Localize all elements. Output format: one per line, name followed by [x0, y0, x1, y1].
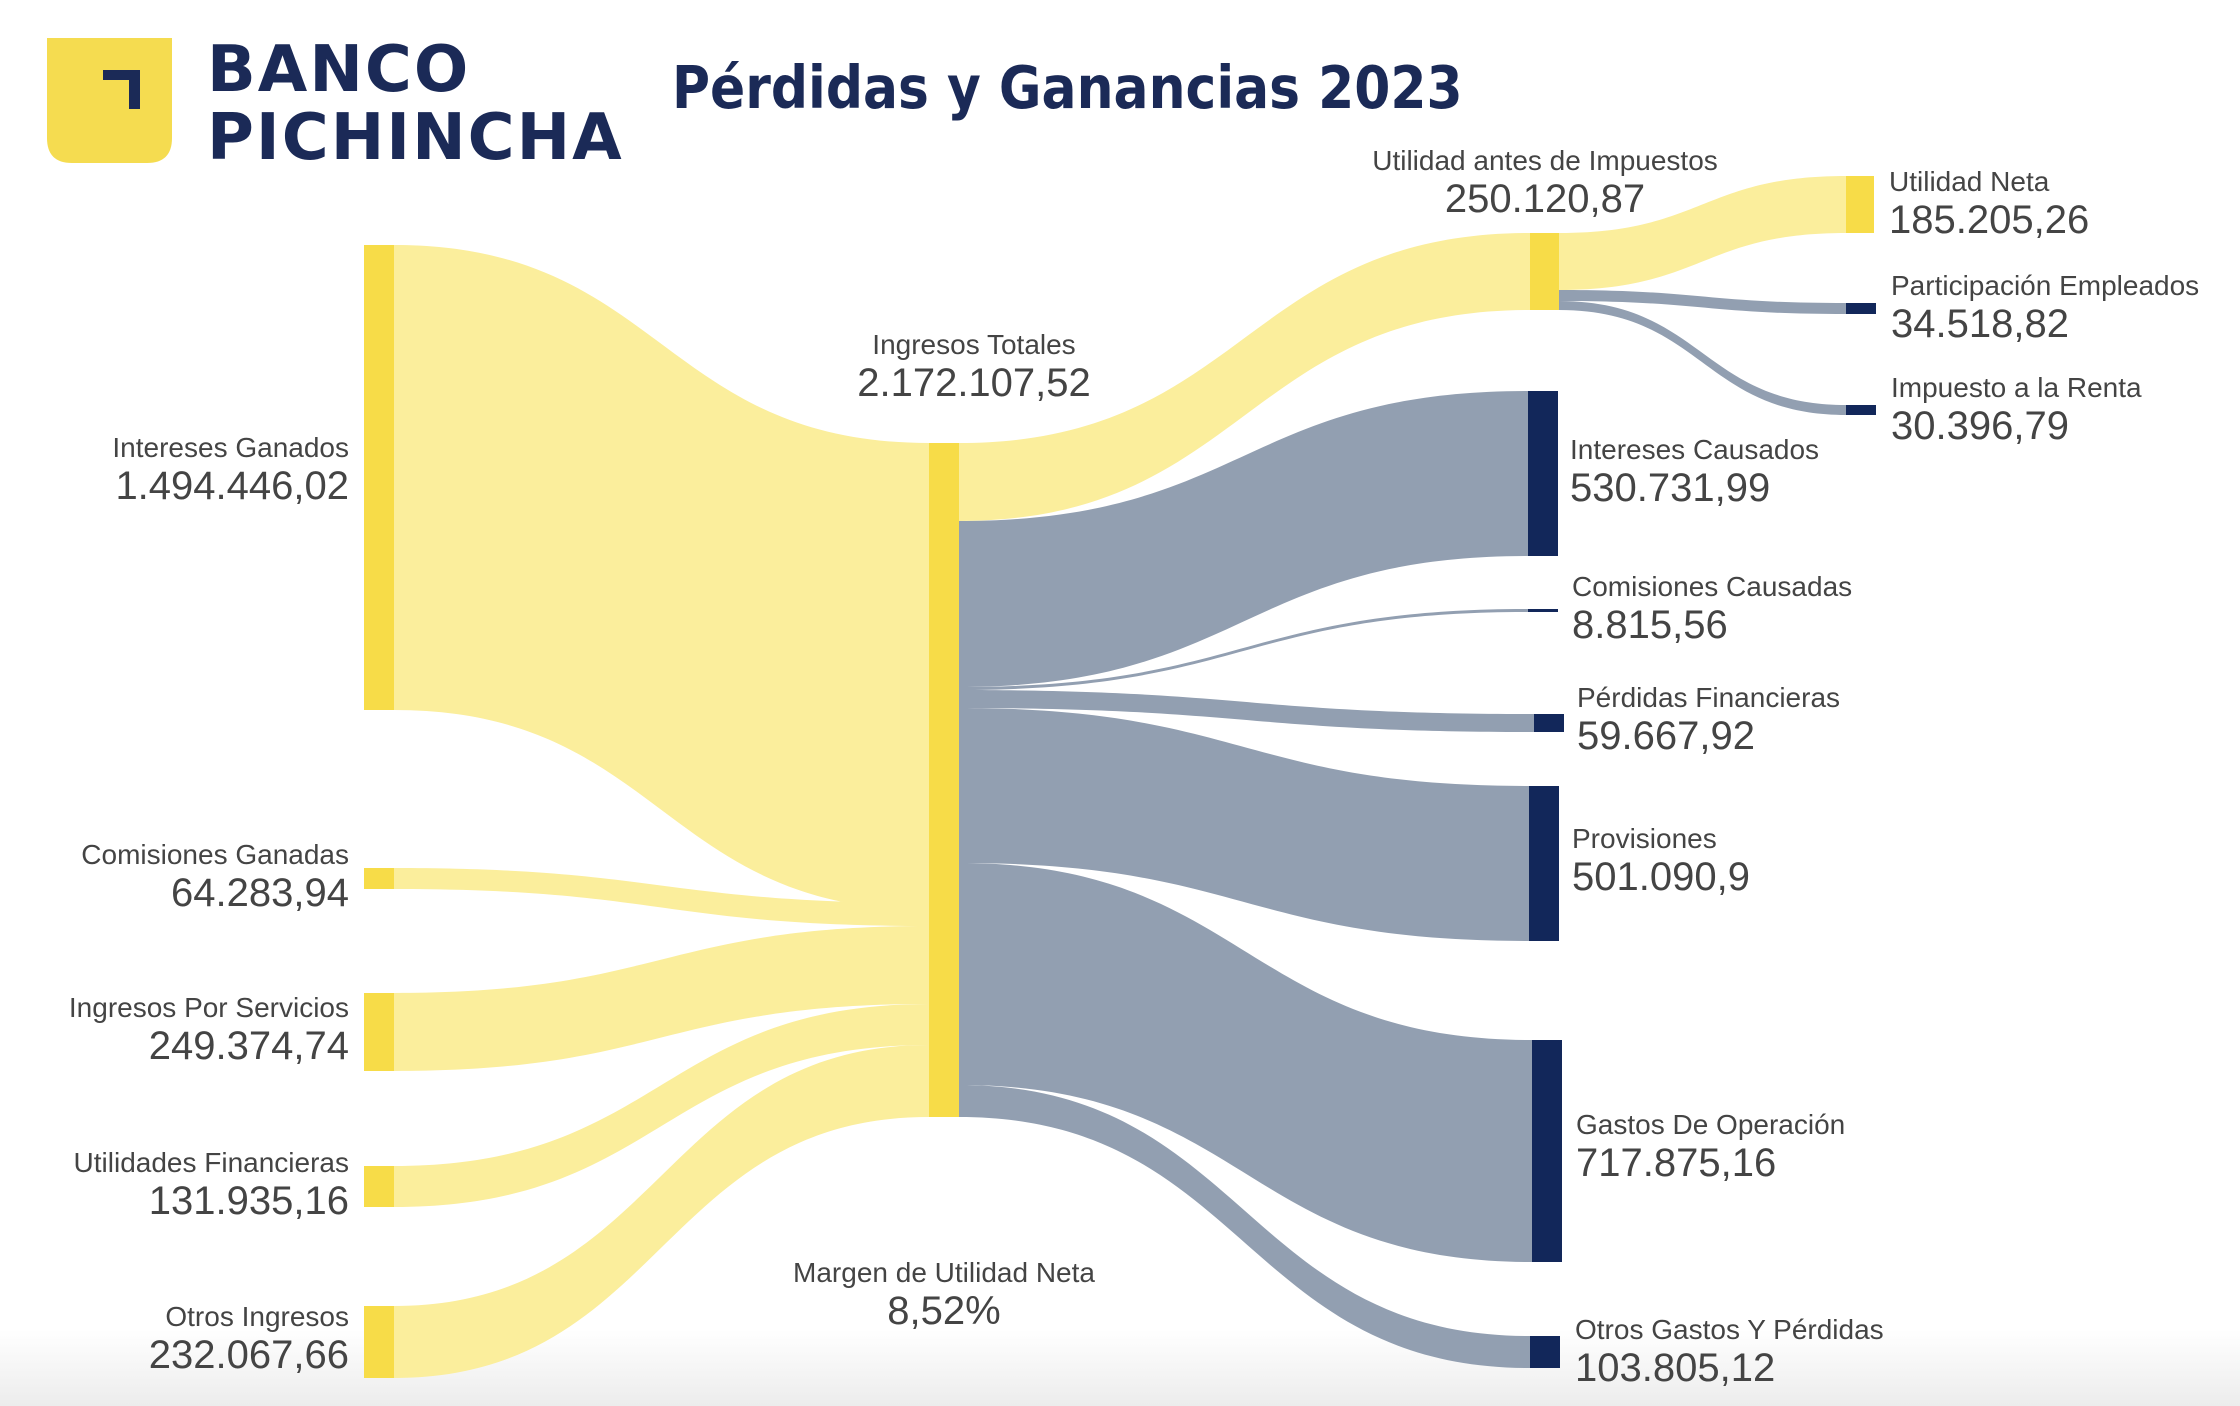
node-bar-impuesto_renta: [1846, 405, 1876, 415]
label-otros-ingresos: Otros Ingresos 232.067,66: [148, 1301, 349, 1377]
node-name: Utilidad Neta: [1889, 166, 2050, 197]
node-bar-comisiones_causadas: [1528, 609, 1558, 612]
node-name: Utilidades Financieras: [73, 1147, 349, 1178]
node-value: 103.805,12: [1575, 1345, 1776, 1390]
node-name: Impuesto a la Renta: [1891, 372, 2142, 403]
node-name: Ingresos Totales: [872, 329, 1076, 360]
label-utilidad-neta: Utilidad Neta 185.205,26: [1889, 166, 2090, 242]
node-bar-ingresos_totales: [929, 443, 959, 1117]
label-utilidad-antes-impuestos: Utilidad antes de Impuestos 250.120,87: [1372, 145, 1718, 221]
node-value: 185.205,26: [1889, 197, 2090, 242]
node-value: 59.667,92: [1577, 713, 1755, 758]
node-value: 250.120,87: [1444, 176, 1646, 221]
label-utilidades-financieras: Utilidades Financieras 131.935,16: [73, 1147, 349, 1223]
node-name: Participación Empleados: [1891, 270, 2200, 301]
flow-utilidad_antes_impuestos-to-utilidad_neta: [1559, 176, 1846, 290]
node-name: Intereses Ganados: [112, 432, 349, 463]
node-name: Pérdidas Financieras: [1577, 682, 1841, 713]
node-bar-comisiones_ganadas: [364, 868, 394, 889]
node-bar-utilidad_antes_impuestos: [1530, 233, 1559, 310]
label-comisiones-causadas: Comisiones Causadas 8.815,56: [1572, 571, 1853, 647]
label-participacion-empleados: Participación Empleados 34.518,82: [1891, 270, 2200, 346]
node-name: Gastos De Operación: [1576, 1109, 1846, 1140]
flow-ingresos_totales-to-otros_gastos: [959, 1085, 1530, 1368]
logo-mark-icon: [47, 38, 172, 163]
node-bar-ingresos_servicios: [364, 993, 394, 1071]
brand-name-line-2: PICHINCHA: [207, 101, 624, 175]
node-value: 501.090,9: [1572, 854, 1750, 899]
node-name: Comisiones Causadas: [1572, 571, 1853, 602]
node-value: 2.172.107,52: [857, 360, 1091, 405]
label-gastos-operacion: Gastos De Operación 717.875,16: [1576, 1109, 1846, 1185]
flow-ingresos_totales-to-gastos_operacion: [959, 863, 1532, 1262]
node-bar-perdidas_financieras: [1534, 714, 1564, 732]
node-bar-intereses_ganados: [364, 245, 394, 710]
node-name: Otros Gastos Y Pérdidas: [1575, 1314, 1884, 1345]
flow-utilidad_antes_impuestos-to-participacion_empleados: [1559, 290, 1846, 314]
flow-ingresos_servicios-to-ingresos_totales: [394, 926, 929, 1071]
sankey-nodes: [364, 176, 1876, 1378]
label-provisiones: Provisiones 501.090,9: [1572, 823, 1750, 899]
margin-value: 8,52%: [887, 1288, 1001, 1333]
label-intereses-ganados: Intereses Ganados 1.494.446,02: [112, 432, 349, 508]
label-impuesto-renta: Impuesto a la Renta 30.396,79: [1891, 372, 2142, 448]
label-comisiones-ganadas: Comisiones Ganadas 64.283,94: [81, 839, 349, 915]
label-perdidas-financieras: Pérdidas Financieras 59.667,92: [1577, 682, 1841, 758]
node-name: Otros Ingresos: [165, 1301, 349, 1332]
node-value: 8.815,56: [1572, 602, 1728, 647]
brand-logo: BANCO PICHINCHA: [47, 33, 647, 175]
flow-ingresos_totales-to-utilidad_antes_impuestos: [959, 233, 1530, 521]
node-name: Ingresos Por Servicios: [68, 992, 349, 1023]
label-intereses-causados: Intereses Causados 530.731,99: [1570, 434, 1820, 510]
node-name: Comisiones Ganadas: [81, 839, 349, 870]
label-ingresos-totales: Ingresos Totales 2.172.107,52: [857, 329, 1091, 405]
label-margen-utilidad-neta: Margen de Utilidad Neta 8,52%: [793, 1257, 1095, 1333]
node-bar-participacion_empleados: [1846, 303, 1876, 314]
flow-utilidades_financieras-to-ingresos_totales: [394, 1004, 929, 1207]
node-value: 249.374,74: [148, 1023, 349, 1068]
node-name: Intereses Causados: [1570, 434, 1820, 465]
node-value: 131.935,16: [148, 1178, 349, 1223]
node-bar-utilidad_neta: [1846, 176, 1874, 233]
node-name: Utilidad antes de Impuestos: [1372, 145, 1718, 176]
label-otros-gastos: Otros Gastos Y Pérdidas 103.805,12: [1575, 1314, 1884, 1390]
node-name: Provisiones: [1572, 823, 1717, 854]
flow-otros_ingresos-to-ingresos_totales: [394, 1045, 929, 1378]
node-value: 30.396,79: [1891, 403, 2069, 448]
node-value: 1.494.446,02: [115, 463, 349, 508]
node-bar-utilidades_financieras: [364, 1166, 394, 1207]
node-bar-provisiones: [1529, 786, 1559, 941]
flow-comisiones_ganadas-to-ingresos_totales: [394, 868, 929, 926]
node-value: 232.067,66: [148, 1332, 349, 1377]
sankey-flows: [394, 176, 1846, 1378]
node-bar-gastos_operacion: [1532, 1040, 1562, 1262]
flow-ingresos_totales-to-perdidas_financieras: [959, 690, 1534, 732]
page-title: Pérdidas y Ganancias 2023: [672, 53, 1463, 122]
node-bar-otros_ingresos: [364, 1306, 394, 1378]
flow-ingresos_totales-to-comisiones_causadas: [959, 609, 1528, 690]
node-value: 34.518,82: [1891, 301, 2069, 346]
margin-name: Margen de Utilidad Neta: [793, 1257, 1095, 1288]
flow-utilidad_antes_impuestos-to-impuesto_renta: [1559, 301, 1846, 415]
node-bar-intereses_causados: [1528, 391, 1558, 556]
flow-ingresos_totales-to-provisiones: [959, 708, 1529, 941]
flow-ingresos_totales-to-intereses_causados: [959, 391, 1528, 687]
brand-name-line-1: BANCO: [207, 33, 471, 107]
node-value: 64.283,94: [171, 870, 349, 915]
flow-intereses_ganados-to-ingresos_totales: [394, 245, 929, 910]
node-bar-otros_gastos: [1530, 1336, 1560, 1368]
node-value: 717.875,16: [1576, 1140, 1777, 1185]
node-value: 530.731,99: [1570, 465, 1771, 510]
label-ingresos-servicios: Ingresos Por Servicios 249.374,74: [68, 992, 349, 1068]
